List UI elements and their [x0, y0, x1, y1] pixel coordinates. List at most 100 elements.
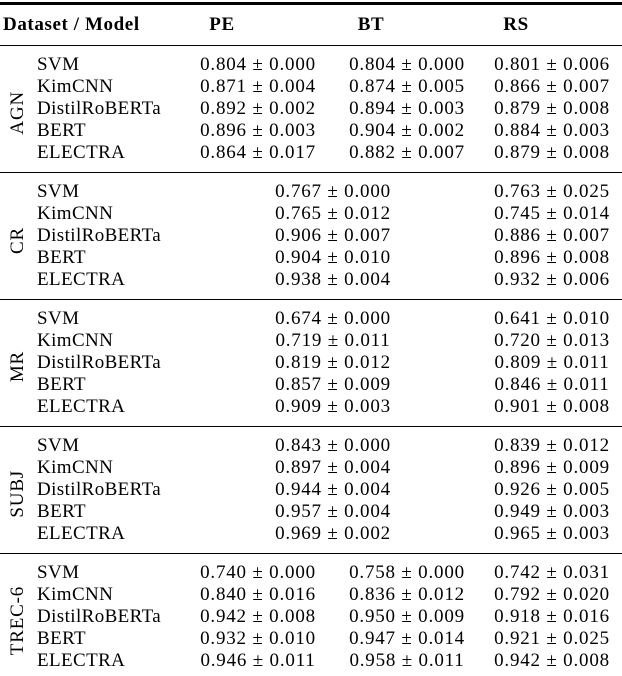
model-name-cell: BERT [37, 120, 87, 141]
model-name-cell: ELECTRA [37, 269, 126, 290]
table-row: DistilRoBERTa 0.819 ± 0.012 0.809 ± 0.01… [0, 352, 622, 374]
model-name-cell: SVM [37, 435, 80, 456]
dataset-block-agn: AGN SVM 0.804 ± 0.000 0.804 ± 0.000 0.80… [0, 45, 622, 173]
model-name-cell: BERT [37, 628, 87, 649]
rs-value-cell: 0.763 ± 0.025 [494, 181, 610, 202]
table-row: ELECTRA 0.864 ± 0.017 0.882 ± 0.007 0.87… [0, 142, 622, 173]
pe-value-cell: 0.840 ± 0.016 [200, 584, 316, 605]
pe-bt-merged-value-cell: 0.944 ± 0.004 [275, 479, 391, 500]
model-name-cell: DistilRoBERTa [37, 352, 162, 373]
table-row: BERT 0.904 ± 0.010 0.896 ± 0.008 [0, 247, 622, 269]
rs-value-cell: 0.949 ± 0.003 [494, 501, 610, 522]
model-name-cell: DistilRoBERTa [37, 606, 162, 627]
rs-value-cell: 0.886 ± 0.007 [494, 225, 610, 246]
model-name-cell: KimCNN [37, 584, 114, 605]
table-header-row: Dataset / Model PE BT RS [0, 3, 622, 46]
rs-value-cell: 0.792 ± 0.020 [494, 584, 610, 605]
table-row: ELECTRA 0.946 ± 0.011 0.958 ± 0.011 0.94… [0, 650, 622, 676]
bt-value-cell: 0.950 ± 0.009 [349, 606, 465, 627]
model-name-cell: KimCNN [37, 203, 114, 224]
dataset-label-mr: MR [6, 351, 28, 383]
pe-value-cell: 0.740 ± 0.000 [200, 562, 316, 583]
table-row: DistilRoBERTa 0.906 ± 0.007 0.886 ± 0.00… [0, 225, 622, 247]
table-row: DistilRoBERTa 0.944 ± 0.004 0.926 ± 0.00… [0, 479, 622, 501]
table-row: DistilRoBERTa 0.942 ± 0.008 0.950 ± 0.00… [0, 606, 622, 628]
rs-value-cell: 0.866 ± 0.007 [494, 76, 610, 97]
rs-value-cell: 0.879 ± 0.008 [494, 142, 610, 163]
pe-bt-merged-value-cell: 0.906 ± 0.007 [275, 225, 391, 246]
table-row: MR SVM 0.674 ± 0.000 0.641 ± 0.010 [0, 300, 622, 383]
bt-value-cell: 0.874 ± 0.005 [349, 76, 465, 97]
pe-bt-merged-value-cell: 0.904 ± 0.010 [275, 247, 391, 268]
rs-value-cell: 0.896 ± 0.008 [494, 247, 610, 268]
pe-bt-merged-value-cell: 0.938 ± 0.004 [275, 269, 391, 290]
dataset-label-subj: SUBJ [6, 470, 28, 518]
bt-value-cell: 0.958 ± 0.011 [349, 650, 465, 671]
pe-bt-merged-value-cell: 0.819 ± 0.012 [275, 352, 391, 373]
dataset-block-trec6: TREC-6 SVM 0.740 ± 0.000 0.758 ± 0.000 0… [0, 553, 622, 676]
dataset-label-trec6: TREC-6 [6, 586, 28, 656]
rs-value-cell: 0.809 ± 0.011 [494, 352, 610, 373]
table-row: BERT 0.957 ± 0.004 0.949 ± 0.003 [0, 501, 622, 523]
rs-value-cell: 0.879 ± 0.008 [494, 98, 610, 119]
rs-value-cell: 0.641 ± 0.010 [494, 308, 610, 329]
rs-value-cell: 0.942 ± 0.008 [494, 650, 610, 671]
dataset-label-agn: AGN [6, 91, 28, 135]
rs-value-cell: 0.918 ± 0.016 [494, 606, 610, 627]
table-row: KimCNN 0.897 ± 0.004 0.896 ± 0.009 [0, 457, 622, 479]
model-name-cell: BERT [37, 501, 87, 522]
dataset-block-mr: MR SVM 0.674 ± 0.000 0.641 ± 0.010 KimCN… [0, 299, 622, 427]
table-row: ELECTRA 0.969 ± 0.002 0.965 ± 0.003 [0, 523, 622, 554]
model-name-cell: ELECTRA [37, 650, 126, 671]
bt-value-cell: 0.804 ± 0.000 [349, 54, 465, 75]
model-name-cell: SVM [37, 308, 80, 329]
pe-bt-merged-value-cell: 0.969 ± 0.002 [275, 523, 391, 544]
pe-bt-merged-value-cell: 0.857 ± 0.009 [275, 374, 391, 395]
table-row: TREC-6 SVM 0.740 ± 0.000 0.758 ± 0.000 0… [0, 554, 622, 656]
column-header-pe: PE [209, 14, 235, 35]
column-header-dataset-model: Dataset / Model [3, 14, 140, 35]
pe-value-cell: 0.946 ± 0.011 [200, 650, 316, 671]
column-header-bt: BT [357, 14, 385, 35]
rs-value-cell: 0.839 ± 0.012 [494, 435, 610, 456]
rs-value-cell: 0.965 ± 0.003 [494, 523, 610, 544]
bt-value-cell: 0.836 ± 0.012 [349, 584, 465, 605]
model-name-cell: DistilRoBERTa [37, 98, 162, 119]
model-name-cell: KimCNN [37, 330, 114, 351]
bt-value-cell: 0.894 ± 0.003 [349, 98, 465, 119]
pe-value-cell: 0.942 ± 0.008 [200, 606, 316, 627]
dataset-label-cr: CR [6, 226, 28, 254]
table-row: CR SVM 0.767 ± 0.000 0.763 ± 0.025 [0, 173, 622, 253]
model-name-cell: SVM [37, 562, 80, 583]
pe-value-cell: 0.896 ± 0.003 [200, 120, 316, 141]
table-row: KimCNN 0.765 ± 0.012 0.745 ± 0.014 [0, 203, 622, 225]
pe-bt-merged-value-cell: 0.765 ± 0.012 [275, 203, 391, 224]
pe-value-cell: 0.892 ± 0.002 [200, 98, 316, 119]
model-name-cell: DistilRoBERTa [37, 225, 162, 246]
model-name-cell: KimCNN [37, 457, 114, 478]
table-row: ELECTRA 0.909 ± 0.003 0.901 ± 0.008 [0, 396, 622, 427]
pe-value-cell: 0.932 ± 0.010 [200, 628, 316, 649]
rs-value-cell: 0.884 ± 0.003 [494, 120, 610, 141]
table-row: ELECTRA 0.938 ± 0.004 0.932 ± 0.006 [0, 269, 622, 300]
rs-value-cell: 0.932 ± 0.006 [494, 269, 610, 290]
table-row: BERT 0.896 ± 0.003 0.904 ± 0.002 0.884 ±… [0, 120, 622, 142]
table-row: SUBJ SVM 0.843 ± 0.000 0.839 ± 0.012 [0, 427, 622, 518]
pe-value-cell: 0.804 ± 0.000 [200, 54, 316, 75]
dataset-block-cr: CR SVM 0.767 ± 0.000 0.763 ± 0.025 KimCN… [0, 172, 622, 300]
model-name-cell: ELECTRA [37, 396, 126, 417]
pe-value-cell: 0.871 ± 0.004 [200, 76, 316, 97]
dataset-block-subj: SUBJ SVM 0.843 ± 0.000 0.839 ± 0.012 Kim… [0, 426, 622, 554]
table-row: AGN SVM 0.804 ± 0.000 0.804 ± 0.000 0.80… [0, 46, 622, 135]
pe-value-cell: 0.864 ± 0.017 [200, 142, 316, 163]
table-row: KimCNN 0.871 ± 0.004 0.874 ± 0.005 0.866… [0, 76, 622, 98]
model-name-cell: KimCNN [37, 76, 114, 97]
pe-bt-merged-value-cell: 0.909 ± 0.003 [275, 396, 391, 417]
table-row: KimCNN 0.719 ± 0.011 0.720 ± 0.013 [0, 330, 622, 352]
rs-value-cell: 0.921 ± 0.025 [494, 628, 610, 649]
rs-value-cell: 0.896 ± 0.009 [494, 457, 610, 478]
pe-bt-merged-value-cell: 0.767 ± 0.000 [275, 181, 391, 202]
table-row: DistilRoBERTa 0.892 ± 0.002 0.894 ± 0.00… [0, 98, 622, 120]
pe-bt-merged-value-cell: 0.897 ± 0.004 [275, 457, 391, 478]
